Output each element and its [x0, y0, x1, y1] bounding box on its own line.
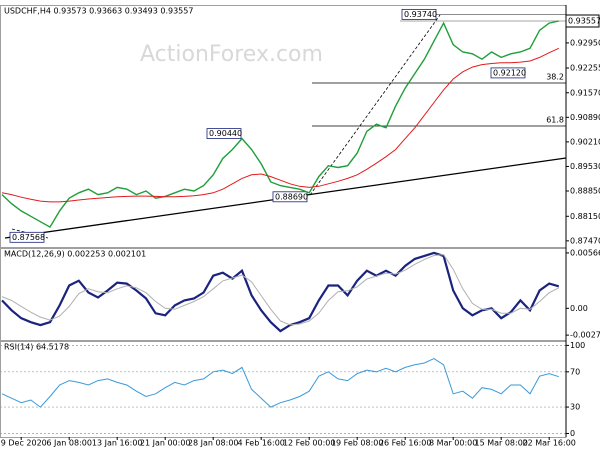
price-annotation: 0.90440: [209, 129, 242, 138]
x-tick-label: 4 Feb 16:00: [237, 439, 284, 448]
y-tick-label: 0.88850: [570, 187, 600, 196]
panel-title: MACD(12,26,9) 0.002253 0.002101: [4, 250, 146, 259]
series-line: [1, 358, 559, 408]
x-tick-label: 22 Mar 16:00: [522, 439, 575, 448]
price-annotation-box: [272, 191, 308, 203]
y-tick-label: 70: [570, 367, 580, 376]
y-tick-label: 0.92950: [570, 38, 600, 47]
y-tick-label: 0.88150: [570, 212, 600, 221]
y-tick-label: -0.002741: [570, 331, 600, 340]
y-tick-label: 30: [570, 403, 580, 412]
x-tick-label: 28 Jan 08:00: [188, 439, 239, 448]
y-tick-label: 0.005666: [570, 248, 600, 257]
x-tick-label: 19 Feb 08:00: [331, 439, 383, 448]
x-tick-label: 13 Jan 16:00: [92, 439, 143, 448]
y-tick-label: 0.90890: [570, 113, 600, 122]
price-annotation-box: [206, 128, 242, 139]
y-tick-label: 0.90210: [570, 137, 600, 146]
series-line: [1, 254, 560, 326]
price-annotation: 0.92120: [493, 68, 526, 77]
y-tick-label: 0.91570: [570, 88, 600, 97]
x-tick-label: 21 Jan 00:00: [140, 439, 191, 448]
series-line: [1, 20, 559, 229]
series-line: [1, 251, 560, 333]
watermark: ActionForex.com: [140, 42, 323, 67]
x-tick-label: 26 Feb 16:00: [379, 439, 431, 448]
fib-label: 38.2: [546, 73, 564, 82]
price-annotation: 0.88690: [275, 192, 308, 201]
price-annotation: 0.87568: [12, 233, 45, 242]
x-tick-label: 12 Feb 00:00: [283, 439, 335, 448]
y-tick-label: 0.00: [570, 304, 588, 313]
y-tick-label: 0.92255: [570, 64, 600, 73]
y-tick-label: 0: [570, 429, 575, 438]
series-line: [1, 47, 560, 203]
y-tick-label: 0.87470: [570, 236, 600, 245]
panel-title: USDCHF,H4 0.93573 0.93663 0.93493 0.9355…: [4, 7, 193, 16]
price-annotation: 0.93740: [404, 10, 437, 19]
x-tick-label: 6 Jan 08:00: [46, 439, 92, 448]
x-tick-label: 29 Dec 2020: [0, 439, 47, 448]
y-tick-label: 0.89530: [570, 162, 600, 171]
last-price-label: 0.93557: [568, 17, 600, 26]
price-annotation-box: [490, 67, 526, 79]
panel-title: RSI(14) 64.5178: [4, 343, 69, 352]
swing-line: [309, 14, 441, 196]
price-annotation-box: [401, 8, 437, 20]
y-tick-label: 100: [570, 341, 585, 350]
x-tick-label: 8 Mar 00:00: [429, 439, 477, 448]
fib-label: 61.8: [546, 116, 564, 125]
x-tick-label: 15 Mar 08:00: [474, 439, 527, 448]
price-annotation-box: [9, 231, 45, 243]
